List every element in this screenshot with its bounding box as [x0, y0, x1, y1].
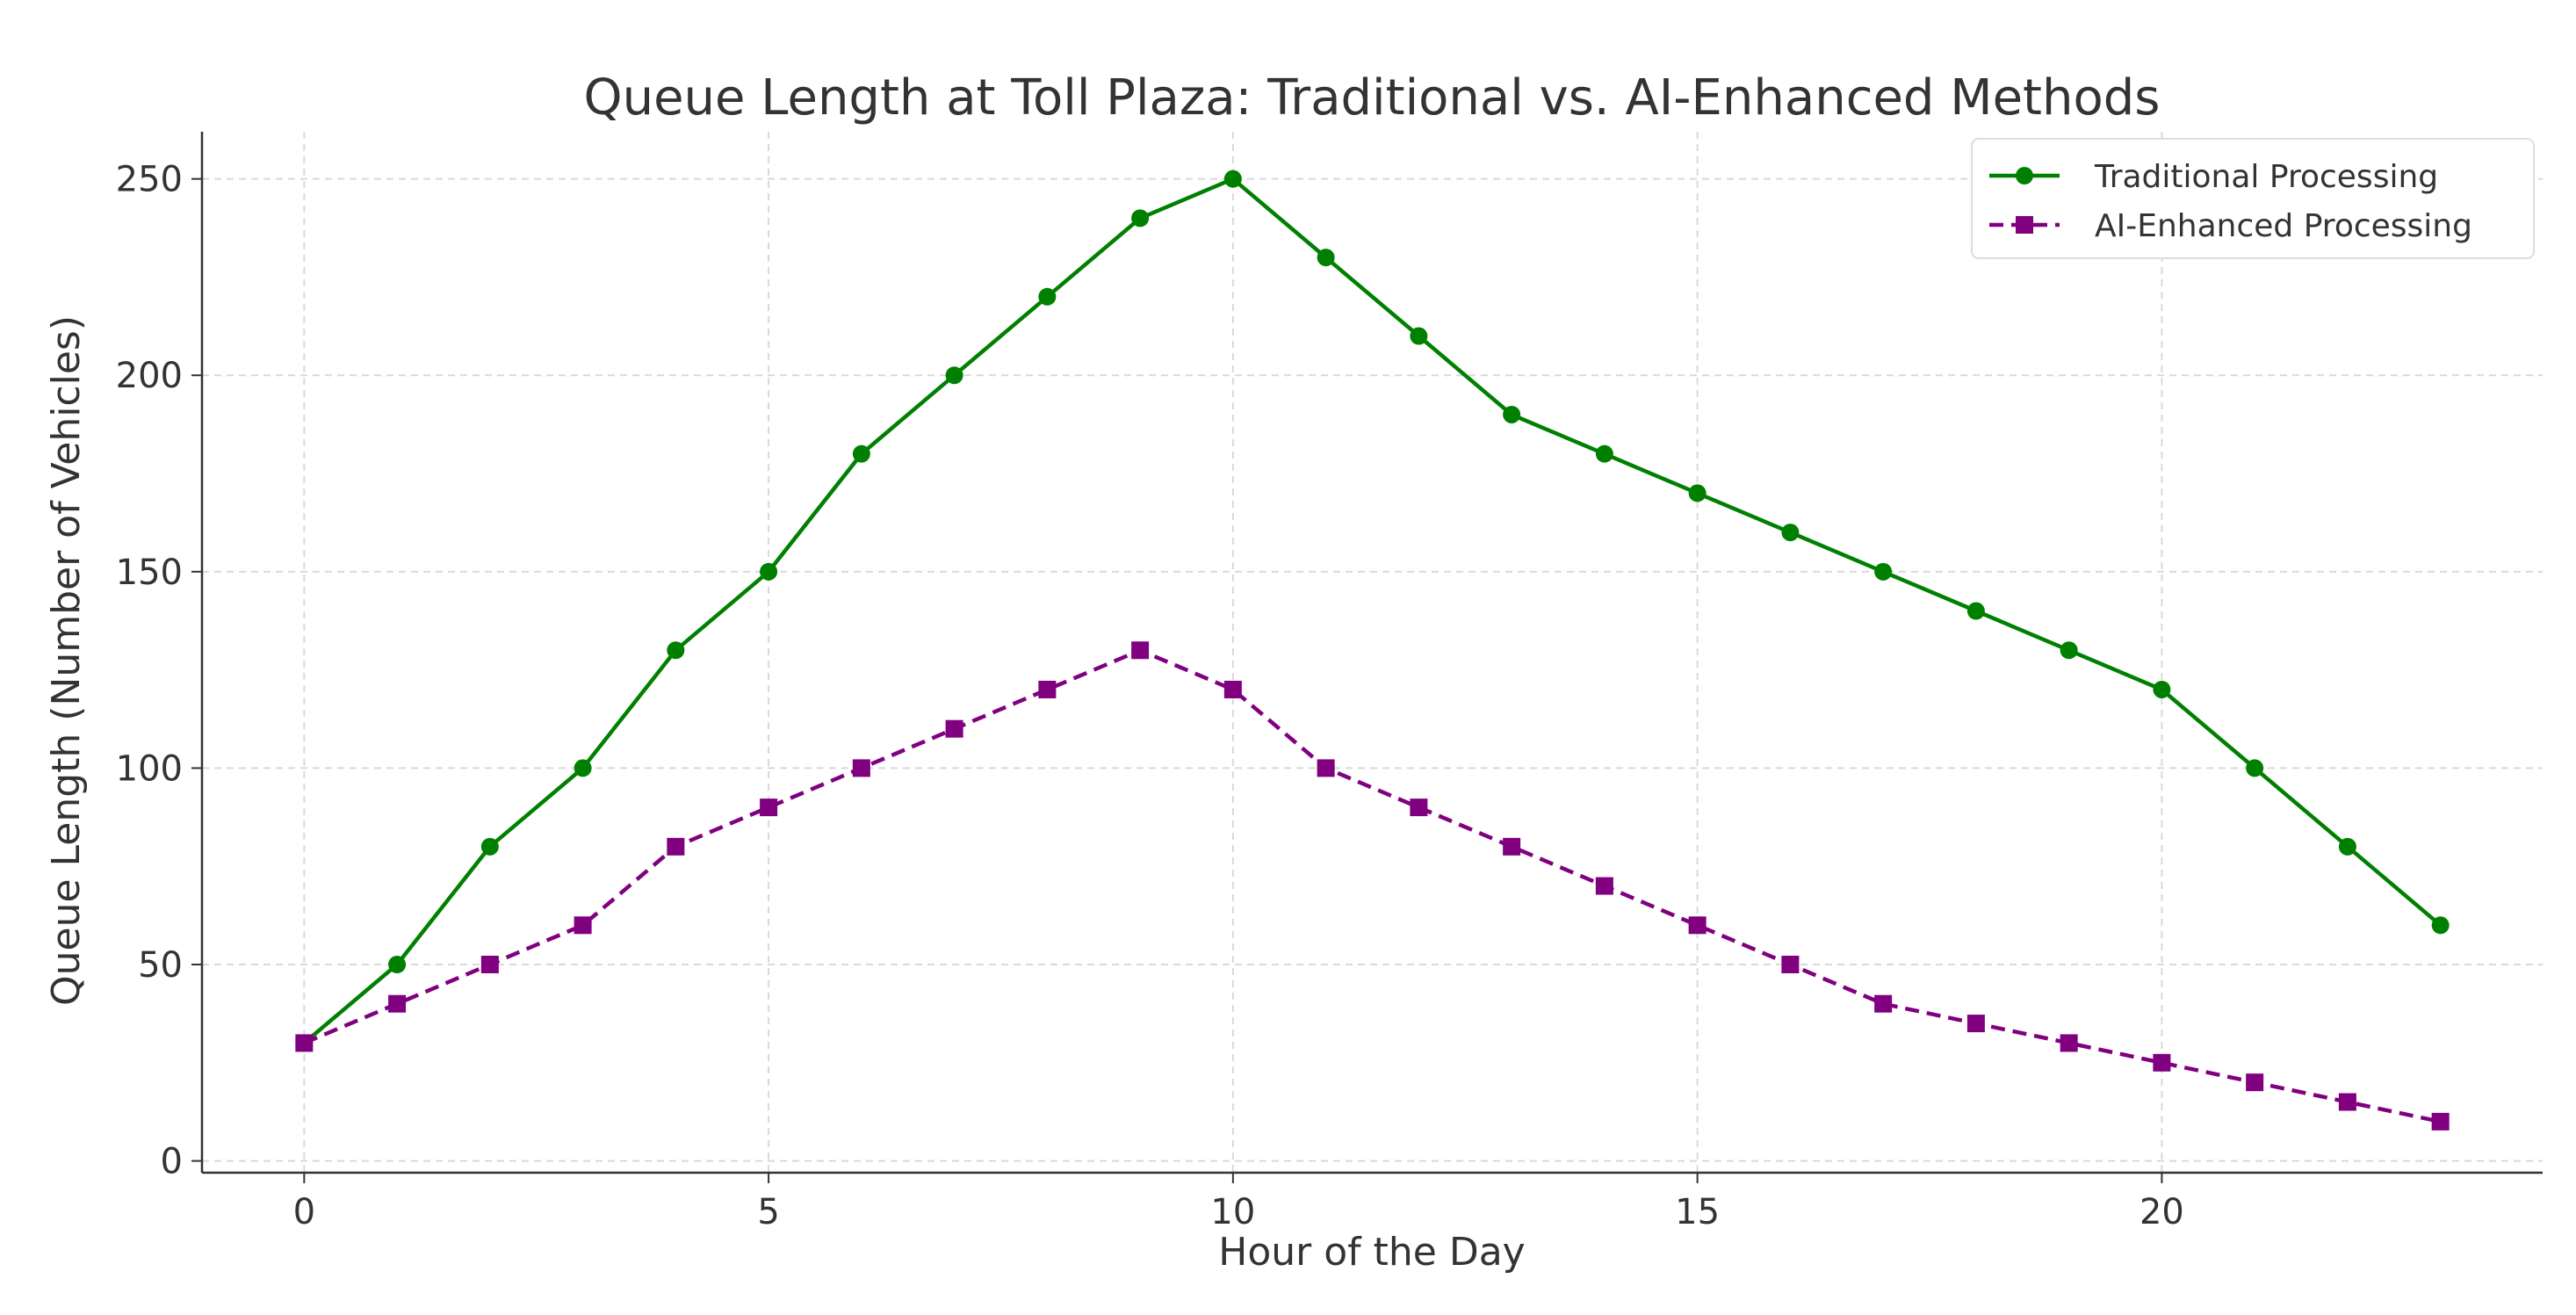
- data-point: [1781, 956, 1800, 973]
- data-point: [760, 798, 778, 817]
- grid: [202, 132, 2543, 1173]
- data-point: [1688, 484, 1707, 502]
- series-line: [303, 648, 2442, 1124]
- data-point: [388, 994, 407, 1013]
- data-point: [1781, 524, 1800, 542]
- data-point: [1874, 994, 1893, 1013]
- legend: Traditional Processing AI-Enhanced Proces…: [1971, 138, 2535, 259]
- data-point: [2060, 641, 2078, 660]
- data-point: [1317, 759, 1335, 777]
- legend-item: AI-Enhanced Processing: [1989, 208, 2472, 244]
- data-point: [1410, 798, 1428, 817]
- data-point: [945, 366, 963, 385]
- data-point: [2246, 1073, 2264, 1092]
- data-point: [1223, 680, 1242, 698]
- x-axis-label: Hour of the Day: [1218, 1230, 1525, 1275]
- x-tick-label: 15: [1675, 1192, 1720, 1232]
- series: [295, 170, 2450, 1131]
- legend-marker: [2016, 216, 2033, 234]
- data-point: [1874, 562, 1893, 581]
- x-tick-label: 10: [1210, 1192, 1255, 1232]
- chart-title: Queue Length at Toll Plaza: Traditional …: [584, 69, 2161, 126]
- series-line: [302, 177, 2443, 1045]
- data-point: [1966, 602, 1985, 620]
- data-point: [1131, 641, 1150, 660]
- data-point: [1503, 837, 1521, 856]
- axes: [191, 132, 2543, 1183]
- data-point: [2338, 837, 2356, 856]
- data-point: [1038, 287, 1057, 306]
- data-point: [1966, 1015, 1985, 1033]
- legend-box: [1971, 138, 2535, 259]
- x-tick-label: 20: [2139, 1192, 2184, 1232]
- data-point: [1317, 249, 1335, 267]
- x-tick-label: 5: [757, 1192, 779, 1232]
- data-point: [574, 916, 592, 935]
- data-point: [480, 956, 499, 973]
- data-point: [1131, 209, 1150, 228]
- data-point: [295, 1034, 314, 1052]
- y-tick-label: 250: [116, 160, 183, 200]
- y-tick-label: 200: [116, 356, 183, 396]
- data-point: [667, 837, 685, 856]
- data-point: [760, 562, 778, 581]
- data-point: [1223, 170, 1242, 188]
- data-point: [1503, 405, 1521, 423]
- y-tick-label: 0: [161, 1142, 183, 1182]
- x-tick-label: 0: [293, 1192, 315, 1232]
- series-2: [295, 641, 2450, 1131]
- legend-label: AI-Enhanced Processing: [2095, 208, 2472, 244]
- data-point: [1595, 444, 1613, 463]
- y-tick-label: 100: [116, 748, 183, 789]
- y-axis-label: Queue Length (Number of Vehicles): [44, 315, 89, 1006]
- legend-marker: [2016, 167, 2033, 184]
- data-point: [388, 956, 407, 973]
- data-point: [1595, 877, 1613, 895]
- data-point: [2153, 680, 2171, 698]
- data-point: [2060, 1034, 2078, 1052]
- data-point: [2246, 759, 2264, 777]
- legend-item: Traditional Processing: [1989, 159, 2438, 195]
- y-tick-label: 50: [138, 945, 183, 986]
- data-point: [2338, 1093, 2356, 1111]
- data-point: [1688, 916, 1707, 935]
- data-point: [2431, 1112, 2450, 1131]
- data-point: [574, 759, 592, 777]
- data-point: [2431, 916, 2450, 935]
- data-point: [1410, 327, 1428, 345]
- data-point: [667, 641, 685, 660]
- data-point: [852, 444, 870, 463]
- data-point: [2153, 1053, 2171, 1072]
- data-point: [852, 759, 870, 777]
- y-tick-label: 150: [116, 553, 183, 593]
- data-point: [480, 837, 499, 856]
- data-point: [1038, 680, 1057, 698]
- legend-label: Traditional Processing: [2094, 159, 2438, 195]
- data-point: [945, 719, 963, 738]
